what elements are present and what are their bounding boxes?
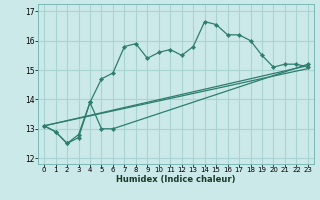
X-axis label: Humidex (Indice chaleur): Humidex (Indice chaleur): [116, 175, 236, 184]
